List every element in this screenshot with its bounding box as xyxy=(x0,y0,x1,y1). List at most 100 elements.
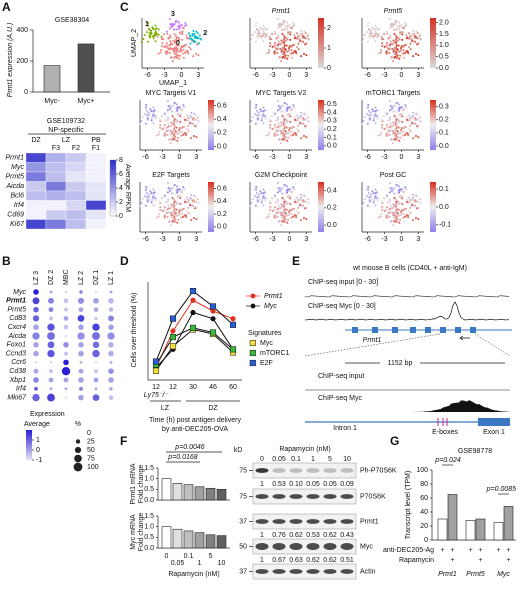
umap-point xyxy=(168,190,171,193)
umap-point xyxy=(293,34,296,37)
umap-point xyxy=(194,119,197,122)
umap-point xyxy=(276,182,279,185)
umap-point xyxy=(169,105,172,108)
umap-point xyxy=(407,216,410,219)
umap-point xyxy=(178,57,181,60)
track-label: ChIP-seq input xyxy=(318,373,364,380)
umap-point xyxy=(279,125,282,128)
umap-point xyxy=(286,57,289,60)
umap-point xyxy=(283,20,286,23)
x-tick-label: -3 xyxy=(269,236,275,243)
umap-point xyxy=(372,201,375,204)
umap-point xyxy=(409,48,412,51)
subcolumn-label: F1 xyxy=(92,145,100,152)
umap-point xyxy=(172,60,175,63)
umap-point xyxy=(275,211,278,214)
umap-point xyxy=(283,127,286,130)
umap-point xyxy=(401,115,404,118)
umap-point xyxy=(167,198,170,201)
umap-point xyxy=(284,48,287,51)
umap-point xyxy=(381,38,384,41)
umap-point xyxy=(269,124,272,127)
umap-point xyxy=(416,37,419,40)
umap-point xyxy=(166,134,169,137)
umap-point xyxy=(363,33,366,36)
umap-point xyxy=(152,112,155,115)
umap-point xyxy=(138,123,141,126)
umap-point xyxy=(173,202,176,205)
bar xyxy=(77,43,95,93)
umap-point xyxy=(175,136,178,139)
umap-point xyxy=(386,114,389,117)
umap-point xyxy=(290,209,293,212)
umap-point xyxy=(400,126,403,129)
row-label: Myc xyxy=(13,289,26,296)
umap-point xyxy=(138,205,141,208)
heatmap-cell xyxy=(25,181,47,192)
umap-point xyxy=(408,46,411,49)
umap-point xyxy=(294,49,297,52)
umap-point xyxy=(283,215,286,218)
umap-point xyxy=(152,194,155,197)
umap-point xyxy=(305,54,308,57)
umap-point xyxy=(300,29,303,32)
umap-point xyxy=(157,215,160,218)
umap-point xyxy=(374,192,377,195)
umap-point xyxy=(165,42,168,45)
umap-point xyxy=(297,130,300,133)
umap-point xyxy=(406,36,409,39)
umap-point xyxy=(299,204,302,207)
umap-point xyxy=(389,204,392,207)
umap-point xyxy=(189,196,192,199)
umap-point xyxy=(391,105,394,108)
colorbar-tick-label: 0 xyxy=(119,213,123,220)
umap-point xyxy=(191,32,194,35)
umap-point xyxy=(165,50,168,53)
umap-point xyxy=(307,202,310,205)
dot xyxy=(109,387,113,391)
umap-point xyxy=(300,193,303,196)
umap-point xyxy=(292,207,295,210)
p-value: p=0.024 xyxy=(434,457,461,464)
umap-point xyxy=(288,50,291,53)
colorbar-label: Average RPKM xyxy=(124,164,131,212)
umap-point xyxy=(157,28,160,31)
umap-point xyxy=(176,48,179,51)
umap-point xyxy=(304,119,307,122)
umap-point xyxy=(173,41,176,44)
umap-point xyxy=(395,215,398,218)
umap-point xyxy=(397,54,400,57)
umap-point xyxy=(418,34,421,37)
umap-point xyxy=(178,50,181,53)
umap-point xyxy=(418,198,421,201)
umap-point xyxy=(393,52,396,55)
umap-point xyxy=(174,220,177,223)
exon xyxy=(470,327,476,333)
band xyxy=(323,569,337,574)
umap-point xyxy=(185,34,188,37)
umap-point xyxy=(254,24,257,27)
umap-point xyxy=(276,52,279,55)
umap-point xyxy=(383,210,386,213)
umap-point xyxy=(248,41,251,44)
umap-point xyxy=(190,219,193,222)
umap-point xyxy=(163,194,166,197)
x-tick-label: -6 xyxy=(143,154,149,161)
umap-point xyxy=(187,212,190,215)
umap-point xyxy=(283,131,286,134)
umap-point xyxy=(415,216,418,219)
umap-point xyxy=(294,118,297,121)
umap-point xyxy=(167,220,170,223)
umap-point xyxy=(194,201,197,204)
umap-point xyxy=(151,198,154,201)
x-tick-label: 30 xyxy=(189,384,197,391)
umap-point xyxy=(165,30,168,33)
umap-point xyxy=(259,190,262,193)
umap-point xyxy=(373,116,376,119)
umap-point xyxy=(144,188,147,191)
umap-point xyxy=(285,54,288,57)
umap-point xyxy=(190,193,193,196)
umap-point xyxy=(155,134,158,137)
umap-point xyxy=(290,220,293,223)
umap-point xyxy=(393,41,396,44)
